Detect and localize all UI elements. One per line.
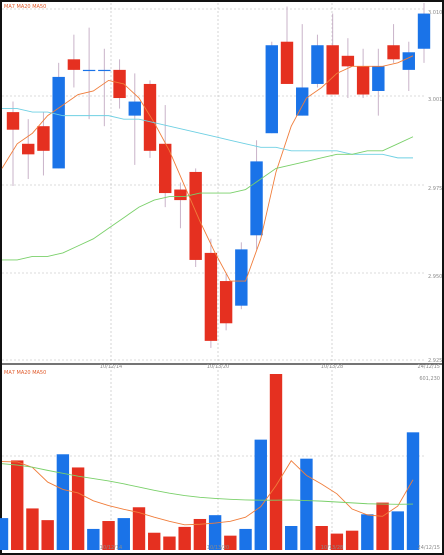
candle-down bbox=[280, 41, 294, 84]
candle-up bbox=[372, 66, 385, 91]
volume-bar-up bbox=[285, 525, 298, 550]
volume-bar-down bbox=[41, 520, 54, 550]
volume-bar-down bbox=[224, 535, 237, 550]
candle-down bbox=[143, 83, 157, 151]
candle-down bbox=[174, 189, 187, 201]
volume-bar-up bbox=[254, 439, 267, 550]
volume-bar-down bbox=[315, 525, 328, 550]
volume-bar-down bbox=[26, 508, 39, 550]
candle-down bbox=[67, 59, 81, 70]
candle-down bbox=[356, 66, 370, 95]
candle-down bbox=[113, 69, 126, 99]
volume-moving-averages bbox=[1, 460, 414, 526]
volume-bars bbox=[0, 374, 420, 550]
candle-up bbox=[128, 101, 141, 116]
volume-bar-up bbox=[117, 518, 130, 550]
candle-up bbox=[311, 45, 324, 84]
price-axis-label: 3.001 bbox=[428, 97, 442, 103]
candle-down bbox=[189, 171, 202, 260]
price-moving-averages bbox=[1, 55, 414, 282]
candle-down bbox=[326, 45, 339, 95]
price-line-ma7 bbox=[1, 55, 414, 282]
volume-bar-down bbox=[102, 521, 115, 550]
volume-bar-up bbox=[239, 528, 252, 550]
volume-bar-down bbox=[132, 507, 146, 550]
candle-up bbox=[296, 87, 309, 116]
candle-up bbox=[235, 249, 248, 306]
candle-up bbox=[250, 161, 263, 236]
volume-bar-down bbox=[330, 533, 344, 550]
candle-down bbox=[341, 55, 355, 67]
price-date-label: 10/13/28 bbox=[321, 364, 343, 370]
candle-up bbox=[417, 13, 431, 49]
volume-bar-down bbox=[71, 467, 85, 550]
candle-up bbox=[52, 76, 65, 169]
candle-down bbox=[22, 143, 35, 155]
volume-date-label: 10/12/14 bbox=[100, 545, 122, 551]
volume-bar-up bbox=[56, 454, 70, 550]
price-date-label: 10/13/20 bbox=[207, 364, 229, 370]
volume-max-label: 601,230 bbox=[419, 376, 440, 382]
candle-down bbox=[6, 112, 20, 130]
volume-date-label: 10/13/20 bbox=[207, 545, 229, 551]
volume-bar-up bbox=[361, 514, 374, 550]
candle-up bbox=[98, 69, 111, 72]
volume-date-label: 10/13/28 bbox=[321, 545, 343, 551]
volume-bar-up bbox=[391, 511, 404, 550]
volume-bar-up bbox=[406, 432, 420, 550]
candle-up bbox=[402, 52, 415, 70]
candle-up bbox=[82, 69, 96, 72]
candle-down bbox=[204, 252, 218, 341]
volume-bar-down bbox=[193, 518, 207, 550]
price-line-ma50 bbox=[2, 136, 414, 261]
price-line-ma20 bbox=[2, 108, 413, 159]
price-candles bbox=[6, 3, 431, 348]
price-axis-label: 2.950 bbox=[428, 274, 442, 280]
volume-bar-down bbox=[345, 530, 359, 550]
volume-bar-up bbox=[208, 515, 222, 550]
price-date-label: 10/12/14 bbox=[100, 364, 122, 370]
candle-down bbox=[219, 281, 233, 324]
volume-bar-down bbox=[11, 460, 24, 550]
volume-bar-up bbox=[87, 528, 100, 550]
price-axis-label: 2.975 bbox=[428, 186, 442, 192]
volume-bar-down bbox=[163, 536, 176, 550]
volume-bar-down bbox=[148, 532, 161, 550]
price-axis-label: 2.925 bbox=[428, 358, 442, 364]
volume-date-label: 24/12/15 bbox=[418, 545, 440, 551]
volume-bar-down bbox=[269, 374, 283, 550]
candle-up bbox=[265, 45, 278, 134]
candle-down bbox=[387, 45, 400, 60]
volume-ma-legend: MA7 MA20 MA50 bbox=[4, 370, 46, 376]
volume-line-ma20 bbox=[1, 463, 414, 505]
volume-bar-up bbox=[0, 518, 9, 550]
volume-bar-up bbox=[300, 458, 313, 550]
volume-line-ma7 bbox=[1, 460, 414, 526]
volume-bar-down bbox=[376, 502, 389, 550]
price-date-label: 24/12/15 bbox=[418, 364, 440, 370]
price-axis-label: 3.010 bbox=[428, 10, 442, 16]
candle-down bbox=[37, 126, 50, 151]
candle-down bbox=[159, 143, 172, 194]
price-ma-legend: MA7 MA20 MA50 bbox=[4, 4, 46, 10]
volume-bar-down bbox=[178, 526, 191, 550]
